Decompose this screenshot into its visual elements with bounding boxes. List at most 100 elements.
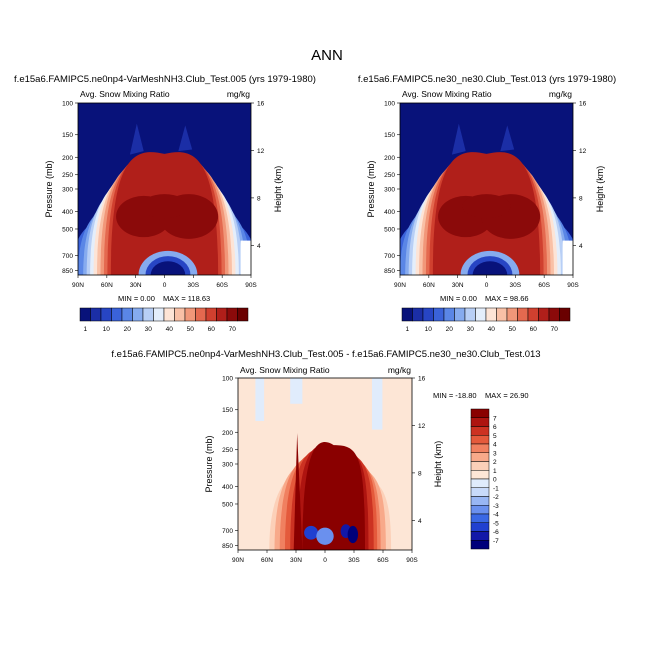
colorbar-swatch [470,522,490,532]
colorbar-swatch [475,307,487,322]
colorbar-label: 20 [124,326,132,333]
colorbar-swatch [470,426,490,436]
max-label: MAX = 98.66 [485,294,529,303]
y-tick-label: 300 [222,462,233,469]
colorbar-swatch [559,307,571,322]
colorbar-label: -5 [493,520,499,527]
y-right-tick-label: 16 [257,101,265,108]
y-right-tick-label: 8 [579,195,583,202]
y-tick-label: 100 [222,376,233,383]
colorbar-swatch [464,307,476,322]
y-tick-label: 200 [222,430,233,437]
y-right-tick-label: 8 [418,470,422,477]
y-tick-label: 700 [222,528,233,535]
variable-label: Avg. Snow Mixing Ratio [80,89,170,99]
colorbar-label: 10 [425,326,433,333]
contour-field [399,102,574,276]
colorbar-swatch [111,307,123,322]
min-label: MIN = 0.00 [118,294,155,303]
colorbar-swatch [184,307,196,322]
colorbar-label: -7 [493,538,499,545]
colorbar-label: 3 [493,450,497,457]
colorbar-label: 40 [166,326,174,333]
y-right-tick-label: 4 [579,243,583,250]
colorbar-label: -2 [493,494,499,501]
colorbar-swatch [470,470,490,480]
y-tick-label: 300 [384,187,395,194]
colorbar-swatch [470,487,490,497]
colorbar-swatch [470,505,490,515]
units-label: mg/kg [388,365,411,375]
colorbar-label: 1 [405,326,409,333]
x-tick-label: 60N [261,557,273,564]
y-tick-label: 500 [384,226,395,233]
colorbar-label: 4 [493,442,497,449]
x-tick-label: 30N [452,282,464,289]
colorbar-label: 10 [103,326,111,333]
y-tick-label: 200 [62,155,73,162]
x-tick-label: 60S [538,282,550,289]
colorbar-swatch [517,307,529,322]
y-right-tick-label: 4 [257,243,261,250]
x-tick-label: 90S [245,282,257,289]
colorbar-swatch [205,307,217,322]
x-tick-label: 30N [130,282,142,289]
colorbar-swatch [195,307,207,322]
x-tick-label: 90N [232,557,244,564]
x-tick-label: 60N [423,282,435,289]
y-tick-label: 500 [222,501,233,508]
units-label: mg/kg [549,89,572,99]
y-tick-label: 150 [62,132,73,139]
colorbar-label: 6 [493,424,497,431]
colorbar-swatch [470,540,490,550]
colorbar-label: 40 [488,326,496,333]
colorbar-swatch [538,307,550,322]
y-tick-label: 150 [384,132,395,139]
colorbar-label: -1 [493,485,499,492]
x-tick-label: 90S [567,282,579,289]
panel-difference: f.e15a6.FAMIPC5.ne0np4-VarMeshNH3.Club_T… [111,349,540,564]
colorbar-swatch [470,443,490,453]
colorbar-swatch [470,531,490,541]
colorbar-swatch [470,435,490,445]
axis-ticks: 90N 60N 30N 0 30S 60S 90S 100 150 200 250 300 400 500… [222,376,425,565]
colorbar-label: -4 [493,512,499,519]
colorbar: 1 10 20 30 40 50 60 70 [79,307,249,333]
y-right-tick-label: 16 [579,101,587,108]
y-axis-title: Pressure (mb) [204,435,214,492]
colorbar-swatch [422,307,434,322]
y-tick-label: 850 [62,268,73,275]
y-right-tick-label: 4 [418,518,422,525]
y-axis-title: Pressure (mb) [44,160,54,217]
x-tick-label: 30S [510,282,522,289]
min-label: MIN = -18.80 [433,391,477,400]
y-tick-label: 300 [62,187,73,194]
page-title: ANN [311,47,343,64]
colorbar-label: 1 [83,326,87,333]
panel-title: f.e15a6.FAMIPC5.ne0np4-VarMeshNH3.Club_T… [14,74,316,85]
contour-field [237,377,413,551]
x-tick-label: 0 [323,557,327,564]
colorbar-label: 30 [145,326,153,333]
x-tick-label: 0 [163,282,167,289]
x-tick-label: 30N [290,557,302,564]
y-right-tick-label: 12 [257,148,265,155]
colorbar-swatch [132,307,144,322]
x-tick-label: 60S [216,282,228,289]
y-tick-label: 850 [384,268,395,275]
colorbar-label: 7 [493,415,497,422]
x-tick-label: 90S [406,557,418,564]
axis-ticks: 90N 60N 30N 0 30S 60S 90S 100 150 200 250 300 400 500… [62,101,264,290]
axis-ticks: 90N 60N 30N 0 30S 60S 90S 100 150 200 250 300 400 500… [384,101,586,290]
y-tick-label: 700 [62,253,73,260]
colorbar-swatch [174,307,186,322]
colorbar-swatch [79,307,91,322]
y-tick-label: 200 [384,155,395,162]
y-tick-label: 250 [62,172,73,179]
variable-label: Avg. Snow Mixing Ratio [402,89,492,99]
y-tick-label: 400 [222,484,233,491]
y-tick-label: 700 [384,253,395,260]
y-axis-right-title: Height (km) [433,441,443,488]
colorbar-swatch [470,496,490,506]
